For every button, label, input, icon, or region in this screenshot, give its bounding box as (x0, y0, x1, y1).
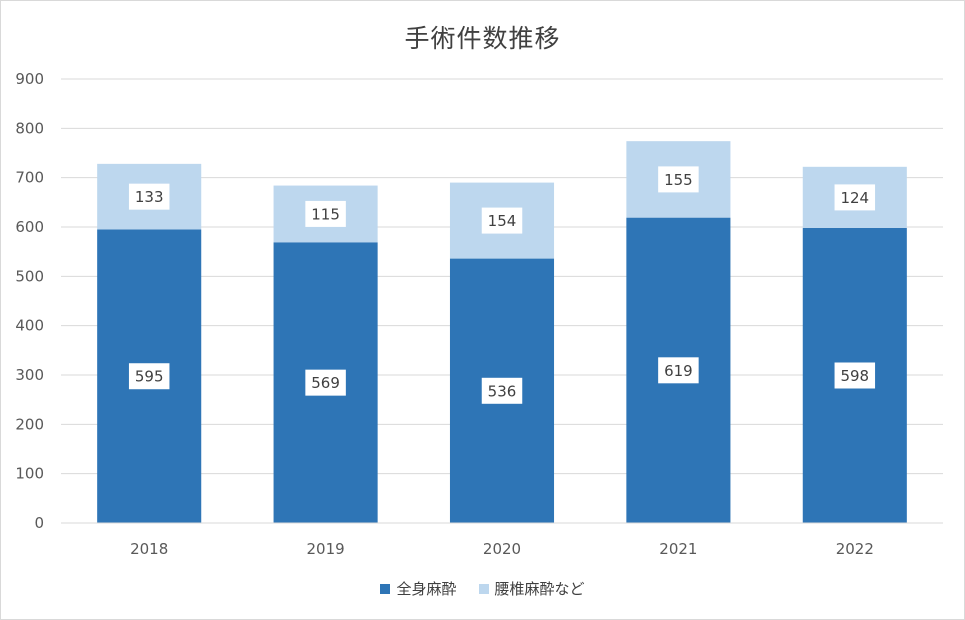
data-label-box (305, 200, 346, 227)
y-tick-label: 600 (15, 218, 44, 236)
data-label-box (128, 363, 170, 390)
data-label: 536 (488, 382, 517, 400)
data-label: 619 (664, 362, 693, 380)
x-tick-label: 2021 (659, 540, 697, 558)
data-label: 154 (488, 212, 517, 230)
data-label: 124 (840, 189, 869, 207)
y-tick-label: 500 (15, 267, 44, 285)
data-label-box (834, 184, 876, 211)
x-tick-label: 2020 (483, 540, 521, 558)
data-label: 569 (311, 374, 340, 392)
data-label-box (481, 377, 523, 404)
x-tick-label: 2019 (307, 540, 345, 558)
data-label: 115 (311, 205, 340, 223)
data-label-box (834, 362, 876, 389)
data-label-box (128, 183, 170, 210)
data-label-box (658, 166, 699, 193)
legend-swatch-general-anesthesia (380, 583, 391, 594)
y-tick-label: 400 (15, 317, 44, 335)
y-tick-label: 900 (15, 70, 44, 88)
legend: 全身麻酔 腰椎麻酔など (1, 578, 964, 599)
x-tick-label: 2018 (130, 540, 168, 558)
chart-title: 手術件数推移 (404, 24, 561, 53)
y-tick-label: 300 (15, 366, 44, 384)
y-tick-label: 700 (15, 169, 44, 187)
legend-swatch-spinal-anesthesia (478, 583, 489, 594)
legend-item-general-anesthesia: 全身麻酔 (380, 578, 457, 599)
data-label: 133 (135, 188, 164, 206)
data-label-box (481, 207, 523, 234)
data-label: 155 (664, 171, 693, 189)
y-tick-label: 0 (34, 514, 44, 532)
y-tick-label: 800 (15, 119, 44, 137)
legend-item-spinal-anesthesia: 腰椎麻酔など (478, 578, 585, 599)
y-tick-label: 100 (15, 465, 44, 483)
data-label-box (305, 369, 346, 396)
data-label: 598 (840, 367, 869, 385)
legend-label-spinal-anesthesia: 腰椎麻酔など (494, 580, 585, 598)
data-label-box (658, 357, 699, 384)
x-tick-label: 2022 (836, 540, 874, 558)
y-tick-label: 200 (15, 415, 44, 433)
legend-label-general-anesthesia: 全身麻酔 (396, 580, 457, 598)
data-label: 595 (135, 368, 164, 386)
